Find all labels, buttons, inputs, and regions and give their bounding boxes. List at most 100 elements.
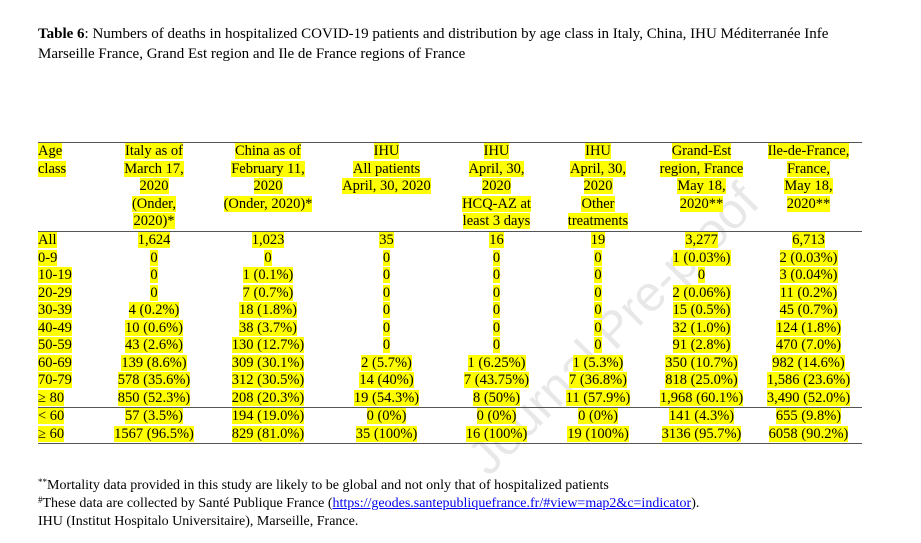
cell-text: 0 <box>594 319 602 336</box>
age-class-cell: 10-19 <box>38 267 100 285</box>
cell-text: 139 (8.6%) <box>121 354 187 371</box>
value-cell: 3136 (95.7%) <box>648 425 755 444</box>
value-cell: 0 <box>548 337 648 355</box>
header-line: May 18, <box>677 178 726 194</box>
value-cell: 0 <box>328 249 445 268</box>
header-line: Other <box>581 195 615 212</box>
value-cell: 1567 (96.5%) <box>100 425 208 444</box>
cell-text: 0 <box>382 302 391 318</box>
header-line: (Onder, <box>131 195 177 212</box>
cell-text: 0 <box>492 249 501 266</box>
value-cell: 1 (0.1%) <box>208 267 328 285</box>
value-cell: 19 (100%) <box>548 425 648 444</box>
value-cell: 850 (52.3%) <box>100 389 208 408</box>
footnote-mortality: **Mortality data provided in this study … <box>38 477 609 495</box>
cell-text: 35 (100%) <box>355 425 418 442</box>
cell-text: 19 <box>590 232 606 248</box>
value-cell: 7 (43.75%) <box>445 372 548 390</box>
value-cell: 0 <box>100 249 208 268</box>
value-cell: 0 <box>100 267 208 285</box>
value-cell: 0 <box>100 284 208 303</box>
header-line: 2020 <box>139 178 169 194</box>
header-line: February 11, <box>231 160 305 177</box>
value-cell: 57 (3.5%) <box>100 407 208 426</box>
cell-text: 2 (5.7%) <box>361 354 412 371</box>
value-cell: 43 (2.6%) <box>100 337 208 355</box>
footnote-mark: # <box>38 495 43 505</box>
value-cell: 16 (100%) <box>445 425 548 444</box>
cell-text: ≥ 60 <box>38 425 65 442</box>
cell-text: 43 (2.6%) <box>125 337 183 353</box>
header-line: April, 30, 2020 <box>342 178 431 194</box>
value-cell: 10 (0.6%) <box>100 319 208 338</box>
value-cell: 18 (1.8%) <box>208 302 328 320</box>
value-cell: 32 (1.0%) <box>648 319 755 338</box>
cell-text: 0 (0%) <box>578 408 618 424</box>
header-line: 2020** <box>786 195 831 212</box>
value-cell: 3 (0.04%) <box>755 267 862 285</box>
header-row: Age class Italy as of March 17, 2020 (Onder, 2… <box>38 142 862 232</box>
value-cell: 0 (0%) <box>548 407 648 426</box>
value-cell: 35 <box>328 232 445 250</box>
cell-text: 0-9 <box>38 249 58 266</box>
column-header: Grand-Est region, France May 18, 2020** <box>648 142 755 232</box>
cell-text: 1 (0.1%) <box>242 267 294 283</box>
cell-text: 194 (19.0%) <box>231 408 305 424</box>
cell-text: 0 (0%) <box>476 408 517 424</box>
cell-text: 70-79 <box>38 372 72 388</box>
age-class-cell: 40-49 <box>38 319 100 338</box>
value-cell: 0 <box>328 267 445 285</box>
header-line: Grand-Est <box>671 143 732 159</box>
value-cell: 0 <box>445 337 548 355</box>
value-cell: 141 (4.3%) <box>648 407 755 426</box>
age-class-cell: < 60 <box>38 407 100 426</box>
value-cell: 0 <box>548 284 648 303</box>
cell-text: 19 (100%) <box>567 425 629 442</box>
cell-text: 0 <box>594 249 602 266</box>
table-row: 40-49 10 (0.6%) 38 (3.7%) 0 0 0 32 (1.0%) 124 (… <box>38 319 862 338</box>
value-cell: 0 (0%) <box>328 407 445 426</box>
cell-text: 3,277 <box>685 232 718 248</box>
cell-text: 0 <box>492 267 501 283</box>
value-cell: 3,277 <box>648 232 755 250</box>
table-row: 30-39 4 (0.2%) 18 (1.8%) 0 0 0 15 (0.5%) 45 (0.… <box>38 302 862 320</box>
cell-text: 0 <box>382 319 391 336</box>
header-line: April, 30, <box>570 160 626 177</box>
header-line: Ile-de-France, <box>767 143 850 159</box>
summary-row: ≥ 60 1567 (96.5%) 829 (81.0%) 35 (100%) 16 (… <box>38 425 862 444</box>
cell-text: 30-39 <box>38 302 72 318</box>
cell-text: 470 (7.0%) <box>775 337 842 353</box>
value-cell: 2 (0.06%) <box>648 284 755 303</box>
header-line: Italy as of <box>125 143 183 159</box>
footnote-text: ). <box>691 496 700 511</box>
cell-text: 0 <box>150 267 158 283</box>
cell-text: 309 (30.1%) <box>231 354 305 371</box>
cell-text: 0 <box>382 267 391 283</box>
cell-text: 32 (1.0%) <box>672 319 731 336</box>
value-cell: 0 <box>445 267 548 285</box>
cell-text: 10 (0.6%) <box>125 319 183 336</box>
table-row: 20-29 0 7 (0.7%) 0 0 0 2 (0.06%) 11 (0.2%) <box>38 284 862 303</box>
cell-text: 0 <box>150 284 158 301</box>
header-line: All patients <box>352 160 421 177</box>
age-class-cell: 0-9 <box>38 249 100 268</box>
cell-text: 60-69 <box>38 354 72 371</box>
header-line: 2020** <box>679 195 724 212</box>
footnote-text: Mortality data provided in this study ar… <box>47 478 609 493</box>
cell-text: 1,968 (60.1%) <box>659 389 744 406</box>
source-link[interactable]: https://geodes.santepubliquefrance.fr/#v… <box>332 496 692 511</box>
header-line: IHU <box>483 143 510 159</box>
value-cell: 655 (9.8%) <box>755 407 862 426</box>
column-header: Age class <box>38 142 100 232</box>
value-cell: 124 (1.8%) <box>755 319 862 338</box>
cell-text: 0 <box>492 302 501 318</box>
value-cell: 19 <box>548 232 648 250</box>
header-line: HCQ-AZ at <box>462 195 531 212</box>
value-cell: 0 <box>328 319 445 338</box>
value-cell: 1,023 <box>208 232 328 250</box>
cell-text: 141 (4.3%) <box>668 408 735 424</box>
value-cell: 194 (19.0%) <box>208 407 328 426</box>
cell-text: 40-49 <box>38 319 72 336</box>
column-header: China as of February 11, 2020 (Onder, 2020)… <box>208 142 328 232</box>
cell-text: 1567 (96.5%) <box>114 425 194 442</box>
